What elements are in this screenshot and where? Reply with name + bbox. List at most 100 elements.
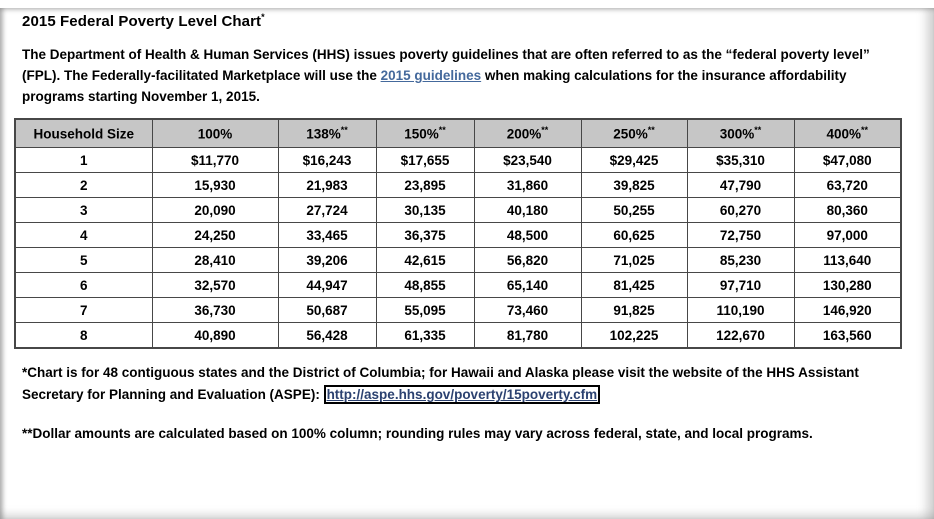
table-cell: 113,640	[793, 247, 902, 273]
table-row: 3 20,090 27,724 30,135 40,180 50,255 60,270 80,…	[14, 197, 902, 223]
table-row: 6 32,570 44,947 48,855 65,140 81,425 97,710 130…	[14, 272, 902, 298]
table-header-row: Household Size 100% 138%** 150%** 200%**…	[14, 118, 902, 148]
column-header-250: 250%**	[580, 118, 688, 148]
column-header-400: 400%**	[793, 118, 902, 148]
table-cell: 31,860	[473, 172, 582, 198]
header-footnote-marker: **	[861, 125, 869, 136]
table-cell: 4	[14, 222, 153, 248]
table-cell: 72,750	[686, 222, 795, 248]
table-cell: 44,947	[277, 272, 377, 298]
column-header-150: 150%**	[375, 118, 475, 148]
table-cell: 80,360	[793, 197, 902, 223]
table-cell: 2	[14, 172, 153, 198]
table-cell: 55,095	[375, 297, 475, 323]
table-cell: 1	[14, 147, 153, 173]
table-cell: 81,425	[580, 272, 688, 298]
table-cell: 27,724	[277, 197, 377, 223]
column-header-label: 300%	[719, 126, 755, 142]
table-cell: 36,730	[151, 297, 279, 323]
table-cell: 8	[14, 322, 153, 349]
column-header-label: 200%	[506, 126, 542, 142]
table-cell: 24,250	[151, 222, 279, 248]
table-cell: 60,625	[580, 222, 688, 248]
footnote-states: *Chart is for 48 contiguous states and t…	[22, 362, 910, 406]
table-cell: 50,255	[580, 197, 688, 223]
intro-text-before: The Department of Health & Human Service…	[22, 47, 870, 83]
table-cell: $29,425	[580, 147, 688, 173]
table-cell: 60,270	[686, 197, 795, 223]
table-cell: $16,243	[277, 147, 377, 173]
table-cell: 3	[14, 197, 153, 223]
table-row: 2 15,930 21,983 23,895 31,860 39,825 47,790 63,…	[14, 172, 902, 198]
poverty-level-table: Household Size 100% 138%** 150%** 200%**…	[14, 118, 902, 349]
table-cell: 39,206	[277, 247, 377, 273]
guidelines-link[interactable]: 2015 guidelines	[380, 68, 482, 83]
table-cell: $17,655	[375, 147, 475, 173]
table-cell: 28,410	[151, 247, 279, 273]
table-cell: 40,890	[151, 322, 279, 349]
table-cell: 85,230	[686, 247, 795, 273]
aspe-link[interactable]: http://aspe.hhs.gov/poverty/15poverty.cf…	[323, 385, 601, 404]
table-cell: $11,770	[151, 147, 279, 173]
table-cell: 7	[14, 297, 153, 323]
table-row: 7 36,730 50,687 55,095 73,460 91,825 110,190 14…	[14, 297, 902, 323]
table-cell: 30,135	[375, 197, 475, 223]
column-header-label: 250%	[613, 126, 648, 142]
table-cell: 47,790	[686, 172, 795, 198]
column-header-label: Household Size	[33, 126, 134, 142]
table-cell: 33,465	[277, 222, 377, 248]
table-cell: 102,225	[580, 322, 688, 349]
column-header-label: 100%	[197, 126, 233, 142]
table-cell: 63,720	[793, 172, 902, 198]
table-row: 1 $11,770 $16,243 $17,655 $23,540 $29,425 $35,…	[14, 147, 902, 173]
column-header-household-size: Household Size	[14, 118, 153, 148]
table-cell: $47,080	[793, 147, 902, 173]
table-cell: 48,855	[375, 272, 475, 298]
table-row: 4 24,250 33,465 36,375 48,500 60,625 72,750 97,…	[14, 222, 902, 248]
table-row: 5 28,410 39,206 42,615 56,820 71,025 85,230 113…	[14, 247, 902, 273]
column-header-label: 150%	[404, 126, 439, 142]
table-cell: 81,780	[473, 322, 582, 349]
table-cell: 42,615	[375, 247, 475, 273]
intro-paragraph: The Department of Health & Human Service…	[22, 44, 910, 107]
header-footnote-marker: **	[541, 125, 549, 136]
table-cell: 130,280	[793, 272, 902, 298]
table-cell: 65,140	[473, 272, 582, 298]
table-cell: 91,825	[580, 297, 688, 323]
table-cell: 20,090	[151, 197, 279, 223]
column-header-300: 300%**	[686, 118, 795, 148]
table-cell: 40,180	[473, 197, 582, 223]
intro-text-after: when making calculations for the insuran…	[22, 68, 847, 104]
table-cell: 15,930	[151, 172, 279, 198]
table-cell: 61,335	[375, 322, 475, 349]
table-cell: 50,687	[277, 297, 377, 323]
column-header-100: 100%	[151, 118, 279, 148]
table-cell: 110,190	[686, 297, 795, 323]
document-page: 2015 Federal Poverty Level Chart* The De…	[0, 8, 934, 445]
table-cell: $23,540	[473, 147, 582, 173]
table-cell: 56,428	[277, 322, 377, 349]
table-cell: 97,000	[793, 222, 902, 248]
header-footnote-marker: **	[340, 125, 348, 136]
table-cell: 32,570	[151, 272, 279, 298]
table-row: 8 40,890 56,428 61,335 81,780 102,225 122,670 1…	[14, 322, 902, 349]
column-header-138: 138%**	[277, 118, 377, 148]
table-cell: 71,025	[580, 247, 688, 273]
table-cell: 97,710	[686, 272, 795, 298]
table-cell: 5	[14, 247, 153, 273]
table-cell: 39,825	[580, 172, 688, 198]
table-cell: 48,500	[473, 222, 582, 248]
page-title-text: 2015 Federal Poverty Level Chart	[22, 13, 262, 30]
table-cell: 36,375	[375, 222, 475, 248]
table-cell: 21,983	[277, 172, 377, 198]
table-cell: 163,560	[793, 322, 902, 349]
title-footnote-marker: *	[261, 12, 265, 22]
column-header-label: 400%	[826, 126, 861, 142]
column-header-200: 200%**	[473, 118, 582, 148]
table-cell: 146,920	[793, 297, 902, 323]
table-cell: 56,820	[473, 247, 582, 273]
header-footnote-marker: **	[438, 125, 446, 136]
table-cell: 23,895	[375, 172, 475, 198]
table-cell: $35,310	[686, 147, 795, 173]
table-cell: 6	[14, 272, 153, 298]
